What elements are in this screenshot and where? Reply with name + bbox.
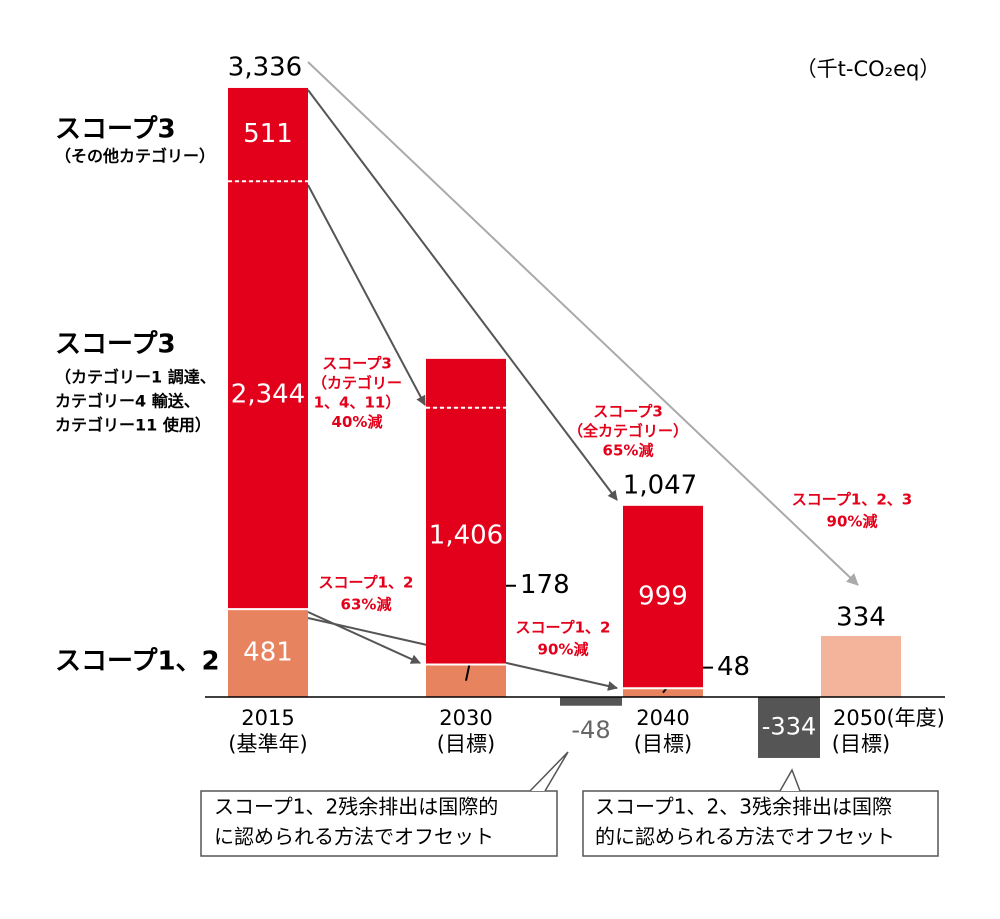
offset-note: に認められる方法でオフセット [214,825,494,849]
series-detail: カテゴリー4 輸送、 [55,392,200,411]
bar-segment [228,609,308,697]
bar-segment [426,407,506,665]
value-label: 481 [243,638,293,668]
value-label: 511 [243,119,293,149]
offset-bar [560,696,622,706]
offset-label: -48 [571,716,610,744]
offset-note: スコープ1、2、3残余排出は国際 [595,795,892,819]
value-label: 999 [638,582,688,612]
bar-segment [623,505,703,689]
series-detail: （カテゴリー1 調達、 [55,368,216,387]
x-tick-label: 2015 [241,706,294,730]
offset-label: -334 [762,712,816,740]
reduction-annotation: 90%減 [827,513,878,531]
value-label: 334 [836,602,886,632]
bar-segment [426,664,506,697]
reduction-annotation: 65%減 [603,442,654,460]
value-label: 2,344 [231,380,305,410]
reduction-annotation: 1、4、11） [314,394,401,412]
bar-segment [228,87,308,182]
note-boxes [200,751,939,857]
total-label: 3,336 [228,52,302,82]
x-tick-label: 2040 [636,706,689,730]
reduction-annotation: （全カテゴリー） [568,422,688,440]
series-label: スコープ1、2 [55,647,220,677]
reduction-annotation: スコープ1、2 [516,619,611,637]
x-tick-note: (目標) [437,732,495,756]
reduction-annotation: スコープ3 [593,403,663,421]
reduction-annotation: （カテゴリー [312,374,402,392]
offset-note: スコープ1、2残余排出は国際的 [214,795,498,819]
offset-bar [758,696,820,758]
series-label: スコープ3 [55,330,176,360]
reduction-annotation: スコープ3 [322,355,392,373]
series-detail: （その他カテゴリー） [55,147,215,166]
series-label: スコープ3 [55,115,176,145]
bar-segment [426,358,506,408]
x-tick-label: 2050(年度) [833,706,945,730]
reduction-annotation: スコープ1、2、3 [792,491,912,509]
total-label: 1,047 [623,470,697,500]
x-tick-label: 2030 [439,706,492,730]
x-tick-note: (基準年) [228,732,307,756]
series-detail: カテゴリー11 使用） [55,416,211,435]
bar-segment [821,635,901,697]
reduction-annotation: 63%減 [341,596,392,614]
reduction-annotation: 90%減 [538,641,589,659]
reduction-annotation: スコープ1、2 [319,574,414,592]
x-tick-note: (目標) [832,732,890,756]
x-tick-note: (目標) [634,732,692,756]
value-label: 1,406 [429,521,503,551]
reduction-annotation: 40%減 [332,413,383,431]
unit-label: （千t-CO₂eq） [796,57,941,81]
value-label: 48 [717,652,750,682]
offset-note: 的に認められる方法でオフセット [595,825,895,849]
bar-segment [228,181,308,610]
value-label: 178 [520,570,570,600]
